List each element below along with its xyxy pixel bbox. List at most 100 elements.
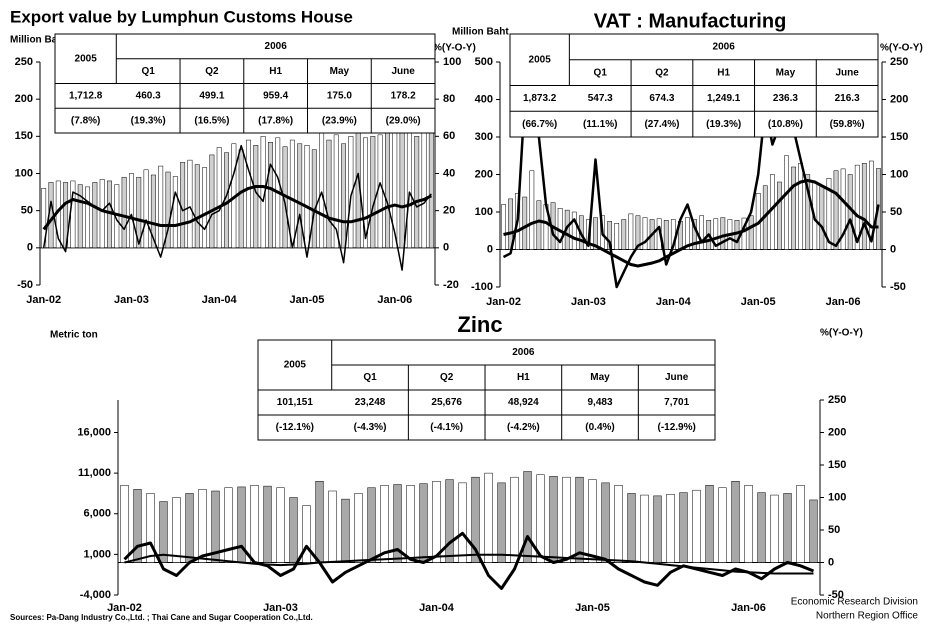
table-cell: 547.3	[588, 93, 613, 104]
table-header: 2006	[512, 347, 535, 358]
y-tick-label: -4,000	[80, 589, 111, 601]
bar	[333, 134, 339, 249]
y2-tick-label: 100	[890, 168, 908, 180]
chart-title: Export value by Lumphun Customs House	[10, 7, 353, 26]
bar	[445, 479, 454, 563]
table-header: 2005	[529, 54, 552, 65]
y-tick-label: 400	[475, 93, 493, 105]
table-header: Q1	[594, 67, 608, 78]
y2-tick-label: 50	[828, 524, 840, 536]
bar	[826, 178, 832, 250]
office-line: Economic Research Division	[791, 597, 918, 608]
bar	[536, 474, 545, 563]
bar	[41, 188, 47, 249]
x-tick-label: Jan-05	[741, 296, 776, 308]
bar	[757, 492, 766, 563]
table-cell: 216.3	[835, 93, 860, 104]
bar	[302, 505, 311, 563]
bar	[120, 485, 129, 563]
table-cell: 1,873.2	[523, 93, 557, 104]
table-header: 2005	[75, 53, 98, 64]
bar	[253, 145, 259, 249]
y-tick-label: 200	[15, 93, 33, 105]
bar	[393, 484, 402, 563]
table-cell: (-4.3%)	[354, 422, 387, 433]
table-cell: 7,701	[664, 397, 689, 408]
y2-tick-label: 0	[443, 242, 449, 254]
y-axis-label: Metric ton	[50, 330, 98, 341]
bar	[575, 476, 584, 563]
y2-tick-label: -50	[828, 589, 844, 601]
table-cell: (19.3%)	[131, 115, 166, 126]
bar	[224, 487, 233, 563]
table-cell: (59.8%)	[830, 119, 865, 130]
line	[124, 553, 814, 575]
table-header: June	[391, 66, 415, 77]
table-header: H1	[717, 67, 730, 78]
bar	[370, 136, 376, 249]
bar	[121, 176, 127, 249]
table-cell: 236.3	[773, 93, 798, 104]
bar	[840, 168, 846, 250]
y2-tick-label: 200	[890, 93, 908, 105]
table-cell: 1,249.1	[707, 93, 741, 104]
chart-title: VAT : Manufacturing	[594, 10, 787, 32]
table-cell: 9,483	[587, 397, 612, 408]
table-header: June	[835, 67, 859, 78]
bar	[635, 215, 641, 250]
x-tick-label: Jan-06	[377, 294, 412, 306]
y2-tick-label: 100	[828, 491, 846, 503]
x-tick-label: Jan-04	[202, 294, 238, 306]
x-tick-label: Jan-05	[575, 602, 610, 614]
bar	[720, 217, 726, 250]
bar	[216, 147, 222, 249]
bar	[869, 160, 874, 250]
bar	[304, 145, 310, 249]
x-tick-label: Jan-03	[114, 294, 149, 306]
bar	[172, 497, 181, 563]
y-tick-label: 6,000	[83, 508, 111, 520]
bar	[783, 493, 792, 563]
y2-tick-label: 80	[443, 93, 455, 105]
bar	[809, 499, 818, 563]
bar	[458, 482, 467, 563]
y2-tick-label: 0	[890, 243, 896, 255]
bar	[679, 492, 688, 563]
bar	[640, 494, 649, 563]
table-header: 2006	[265, 41, 288, 52]
bar	[238, 149, 244, 249]
bar	[367, 487, 376, 563]
y2-tick-label: 150	[828, 459, 846, 471]
bar	[187, 159, 193, 249]
y2-tick-label: 200	[828, 426, 846, 438]
table-cell: (-12.9%)	[657, 422, 695, 433]
bar	[319, 128, 325, 249]
y-axis-label: Million Baht	[10, 35, 67, 46]
y2-axis-label: %(Y-O-Y)	[433, 43, 476, 54]
bar	[159, 501, 168, 563]
bar	[484, 472, 493, 563]
table-cell: 959.4	[263, 91, 288, 102]
bar	[341, 498, 350, 563]
table-cell: (19.3%)	[706, 119, 741, 130]
bar	[414, 136, 420, 249]
table-header: Q2	[205, 66, 219, 77]
table-header: H1	[269, 66, 282, 77]
bar	[529, 170, 535, 250]
table-cell: (23.9%)	[322, 115, 357, 126]
bar	[406, 485, 415, 563]
bar	[250, 485, 259, 563]
y2-tick-label: 0	[828, 556, 834, 568]
bar	[833, 170, 839, 250]
bar	[267, 142, 273, 249]
line	[502, 64, 880, 289]
bar	[777, 181, 782, 250]
y2-tick-label: 250	[890, 56, 908, 68]
bar	[748, 215, 754, 250]
bar	[377, 134, 383, 249]
bar	[297, 143, 303, 249]
office-line: Northern Region Office	[816, 611, 919, 622]
bar	[432, 481, 441, 563]
table-header: Q2	[655, 67, 669, 78]
y-tick-label: -50	[17, 279, 33, 291]
